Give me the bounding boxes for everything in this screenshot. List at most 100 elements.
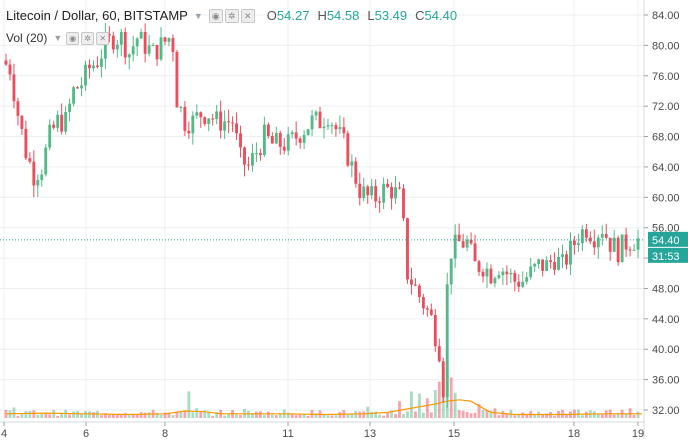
candle-body (382, 183, 386, 203)
candle-body (95, 65, 99, 67)
candle-body (437, 346, 441, 362)
gear-icon[interactable]: ✲ (224, 8, 239, 23)
volume-bar (473, 412, 477, 418)
candle-body (354, 161, 358, 184)
candle-body (231, 122, 235, 124)
chevron-down-icon[interactable]: ▼ (193, 10, 203, 21)
candle-body (553, 261, 556, 270)
volume-bar (513, 415, 517, 418)
open-label: O (266, 8, 277, 23)
volume-bar (489, 410, 493, 418)
volume-bar (624, 413, 628, 418)
candle-body (473, 243, 477, 262)
volume-bar (119, 414, 123, 418)
candle-body (561, 254, 564, 257)
candle-body (358, 183, 362, 198)
volume-bar (406, 411, 409, 418)
candle-body (115, 44, 119, 50)
volume-bar (314, 413, 318, 418)
candle-body (557, 256, 560, 270)
candle-body (406, 218, 409, 280)
candle-body (68, 103, 72, 113)
candle-body (270, 136, 274, 144)
candle-body (445, 284, 449, 398)
symbol-legend: Litecoin / Dollar, 60, BITSTAMP ▼ ◉ ✲ ✕ … (6, 8, 457, 23)
volume-bar (191, 412, 195, 418)
volume-bar (565, 414, 568, 418)
candle-body (60, 114, 64, 132)
candle-body (32, 161, 36, 186)
candle-body (525, 277, 529, 282)
volume-bar (413, 411, 417, 418)
candle-body (111, 35, 115, 50)
candle-body (608, 237, 612, 252)
candle-body (366, 186, 370, 196)
close-icon[interactable]: ✕ (96, 31, 110, 45)
candle-body (12, 74, 16, 102)
candle-body (159, 37, 163, 60)
candle-body (338, 127, 342, 130)
volume-bar (501, 410, 505, 418)
candle-body (64, 112, 68, 132)
volume-bar (294, 415, 298, 418)
low-label: L (367, 8, 375, 23)
candle-body (235, 123, 238, 134)
candle-body (318, 111, 322, 129)
y-tick-label: 72.00 (652, 101, 680, 113)
candle-body (147, 45, 151, 54)
candle-body (580, 229, 584, 244)
candle-body (505, 271, 509, 275)
volume-bar (477, 404, 481, 418)
candle-body (569, 240, 572, 265)
volume-bar (334, 415, 338, 418)
close-icon[interactable]: ✕ (240, 8, 255, 23)
candle-body (227, 121, 231, 123)
candle-body (314, 111, 318, 116)
candle-body (497, 275, 501, 279)
candle-body (251, 153, 254, 166)
candle-body (449, 258, 453, 285)
volume-bar (44, 413, 48, 418)
volume-bar (195, 408, 199, 418)
candle-body (191, 115, 195, 134)
chevron-down-icon[interactable]: ▼ (53, 33, 63, 43)
volume-bar (497, 415, 501, 418)
candle-body (624, 234, 628, 250)
last-price-label: 54.40 (652, 235, 680, 247)
volume-bar (147, 412, 151, 418)
candle-body (402, 188, 405, 219)
eye-icon[interactable]: ◉ (66, 31, 80, 45)
volume-label[interactable]: Vol (20) (6, 31, 48, 45)
candle-body (572, 240, 576, 245)
candle-body (143, 31, 147, 54)
volume-bar (20, 413, 24, 418)
candle-body (489, 268, 493, 284)
candle-body (465, 239, 469, 248)
y-tick-label: 80.00 (652, 40, 680, 52)
candle-body (576, 243, 580, 245)
volume-bar (326, 415, 330, 418)
candle-body (175, 51, 179, 108)
y-tick-label: 60.00 (652, 192, 680, 204)
eye-icon[interactable]: ◉ (208, 8, 223, 23)
volume-bar (107, 414, 111, 418)
volume-bar (485, 410, 489, 418)
candle-body (632, 249, 636, 251)
volume-bar (187, 391, 191, 418)
x-tick-label: 8 (162, 428, 168, 439)
candle-body (636, 238, 640, 250)
volume-bar (425, 398, 429, 418)
candle-body (425, 308, 429, 310)
candle-body (36, 179, 40, 186)
volume-bar (461, 410, 465, 418)
volume-bar (628, 408, 632, 418)
gear-icon[interactable]: ✲ (81, 31, 95, 45)
symbol-title[interactable]: Litecoin / Dollar, 60, BITSTAMP (6, 8, 188, 23)
volume-ma-line (5, 399, 642, 416)
candle-body (20, 115, 24, 129)
candle-body (52, 124, 56, 128)
candle-body (199, 112, 203, 118)
volume-bar (251, 412, 254, 418)
